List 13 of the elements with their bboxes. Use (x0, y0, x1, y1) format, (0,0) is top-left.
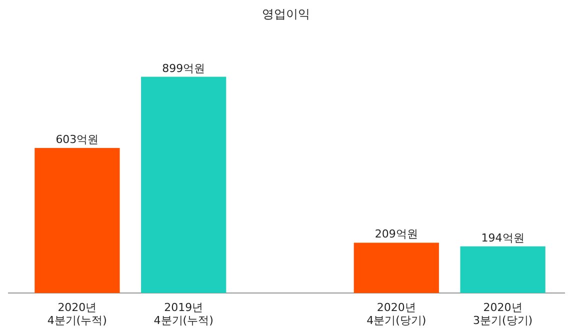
chart-title: 영업이익 (262, 7, 310, 21)
x-tick-label: 2020년 3분기(당기) (473, 301, 533, 327)
x-tick-label: 2020년 4분기(당기) (366, 301, 426, 327)
data-label: 194억원 (481, 231, 524, 244)
bar (34, 148, 120, 293)
data-label: 899억원 (162, 62, 206, 75)
bar (141, 76, 226, 293)
x-tick-label: 2020년 4분기(누적) (47, 301, 107, 327)
data-label: 209억원 (374, 228, 418, 241)
x-tick-label: 2019년 4분기(누적) (154, 301, 214, 327)
bar (354, 242, 439, 293)
bar (460, 246, 546, 293)
data-label: 603억원 (56, 132, 99, 146)
